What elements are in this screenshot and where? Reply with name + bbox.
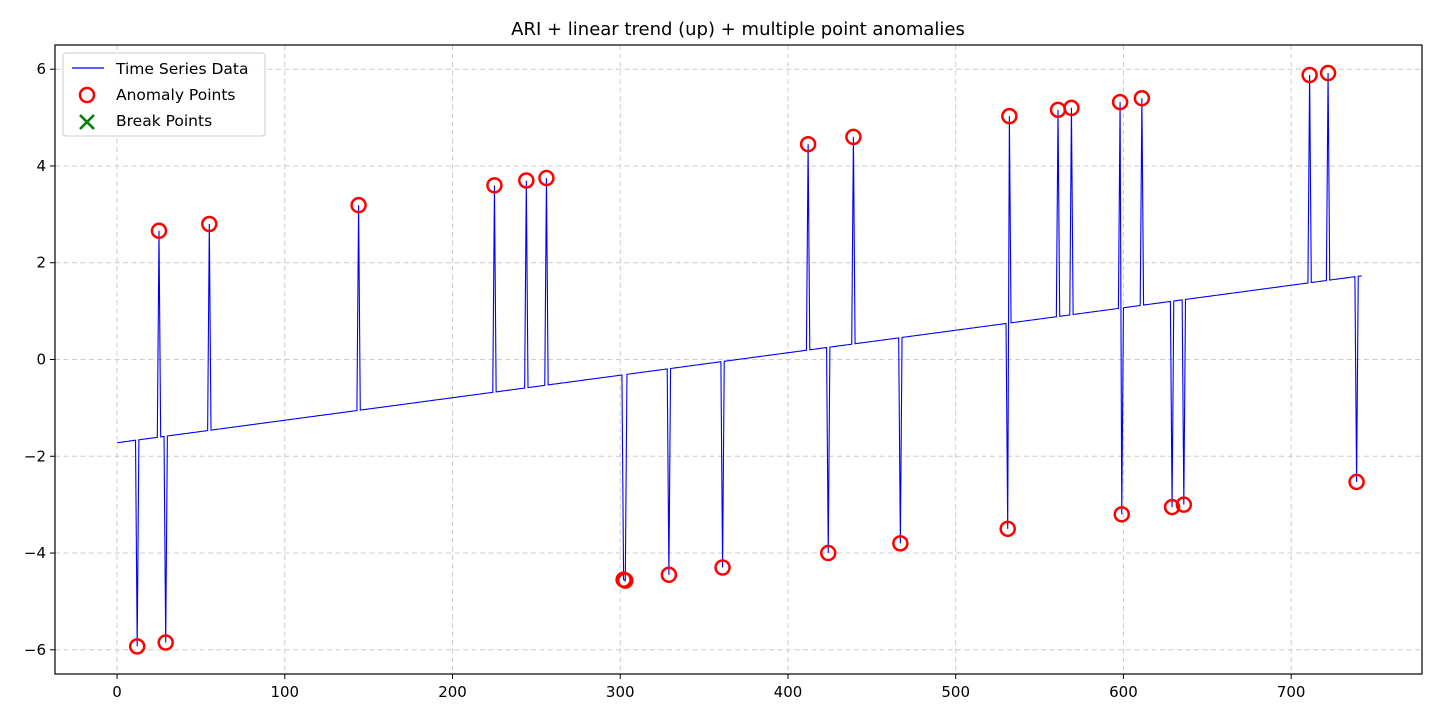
y-tick-label: −2: [24, 447, 46, 465]
anomaly-point: [617, 572, 634, 589]
chart-title: ARI + linear trend (up) + multiple point…: [511, 19, 965, 40]
anomaly-point: [1348, 473, 1365, 491]
anomaly-point: [660, 566, 678, 584]
anomaly-point: [1063, 99, 1080, 117]
anomaly-point: [892, 535, 909, 552]
legend-box: [62, 52, 266, 137]
legend-label-time-series: Time Series Data: [115, 60, 248, 78]
anomaly-point: [486, 177, 503, 194]
x-tick-label: 0: [112, 683, 122, 701]
legend-label-anomaly-points: Anomaly Points: [116, 86, 235, 104]
y-tick-label: 6: [36, 60, 46, 78]
x-tick-label: 600: [1109, 683, 1138, 701]
anomaly-point: [845, 128, 862, 146]
legend: Time Series Data Anomaly Points Break Po…: [62, 52, 266, 137]
anomaly-point: [1111, 93, 1129, 111]
legend-anomaly-swatch: [78, 86, 96, 104]
plot-area: [116, 64, 1365, 655]
y-tick-label: −6: [24, 641, 46, 659]
anomaly-point: [1001, 107, 1018, 125]
anomaly-point: [150, 222, 168, 240]
anomaly-point: [1319, 64, 1337, 82]
y-tick-label: 0: [36, 351, 46, 369]
x-tick-label: 300: [606, 683, 635, 701]
anomaly-point: [157, 634, 174, 651]
series-line-time-series-data: [116, 73, 1362, 647]
axis-ticks: 0 100 200 300 400 500 600 700 −6 −4 −2 0 2 4 6: [24, 60, 1306, 701]
y-tick-label: 4: [36, 157, 46, 175]
x-tick-label: 100: [270, 683, 299, 701]
anomaly-point: [350, 196, 367, 214]
legend-label-break-points: Break Points: [116, 112, 212, 130]
anomaly-point: [518, 172, 535, 189]
anomaly-point: [819, 544, 837, 562]
anomaly-point: [999, 520, 1016, 538]
x-tick-label: 400: [774, 683, 803, 701]
anomaly-point: [128, 638, 146, 655]
y-tick-label: 2: [36, 254, 46, 272]
x-tick-label: 500: [941, 683, 970, 701]
grid-lines: [55, 45, 1422, 674]
anomaly-point: [201, 215, 218, 233]
anomaly-point: [799, 135, 817, 153]
anomaly-point: [714, 559, 731, 576]
anomaly-point: [1301, 66, 1318, 84]
anomaly-point: [1175, 496, 1193, 513]
anomaly-point: [1113, 506, 1131, 523]
x-tick-label: 700: [1277, 683, 1306, 701]
legend-break-swatch: [79, 114, 95, 130]
anomaly-point: [1163, 498, 1181, 516]
y-tick-label: −4: [24, 544, 46, 562]
x-tick-label: 200: [438, 683, 467, 701]
anomaly-point: [1133, 89, 1151, 107]
anomaly-point: [538, 169, 555, 187]
